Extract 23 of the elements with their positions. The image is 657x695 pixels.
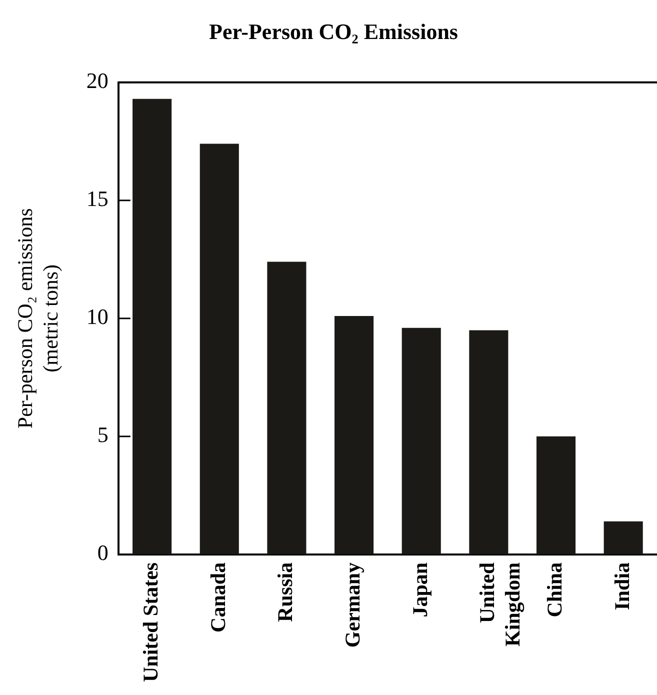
bar	[469, 330, 508, 554]
y-axis-title: Per-person CO₂ emissions (metric tons)	[13, 208, 62, 429]
bar	[536, 436, 576, 554]
bar	[604, 521, 643, 554]
x-tick-label: India	[610, 562, 634, 610]
x-tick-label: United States	[138, 562, 162, 682]
x-tick-label: Japan	[408, 562, 432, 618]
bar	[402, 328, 441, 554]
y-tick-label: 20	[86, 68, 108, 94]
x-tick-label: China	[542, 562, 566, 618]
bar	[267, 262, 306, 554]
y-tick-label: 5	[97, 422, 108, 448]
x-tick-label: Russia	[273, 562, 298, 622]
y-tick-label: 0	[97, 540, 108, 566]
chart-title: Per-Person CO₂ Emissions	[209, 18, 458, 44]
x-tick-label: Germany	[340, 562, 364, 648]
y-tick-label: 10	[86, 304, 108, 330]
x-tick-label: United Kingdom	[475, 562, 524, 646]
y-tick-label: 15	[86, 186, 108, 212]
bar	[132, 98, 172, 554]
x-tick-label: Canada	[206, 562, 230, 632]
bar	[334, 316, 374, 554]
bar	[200, 144, 239, 554]
